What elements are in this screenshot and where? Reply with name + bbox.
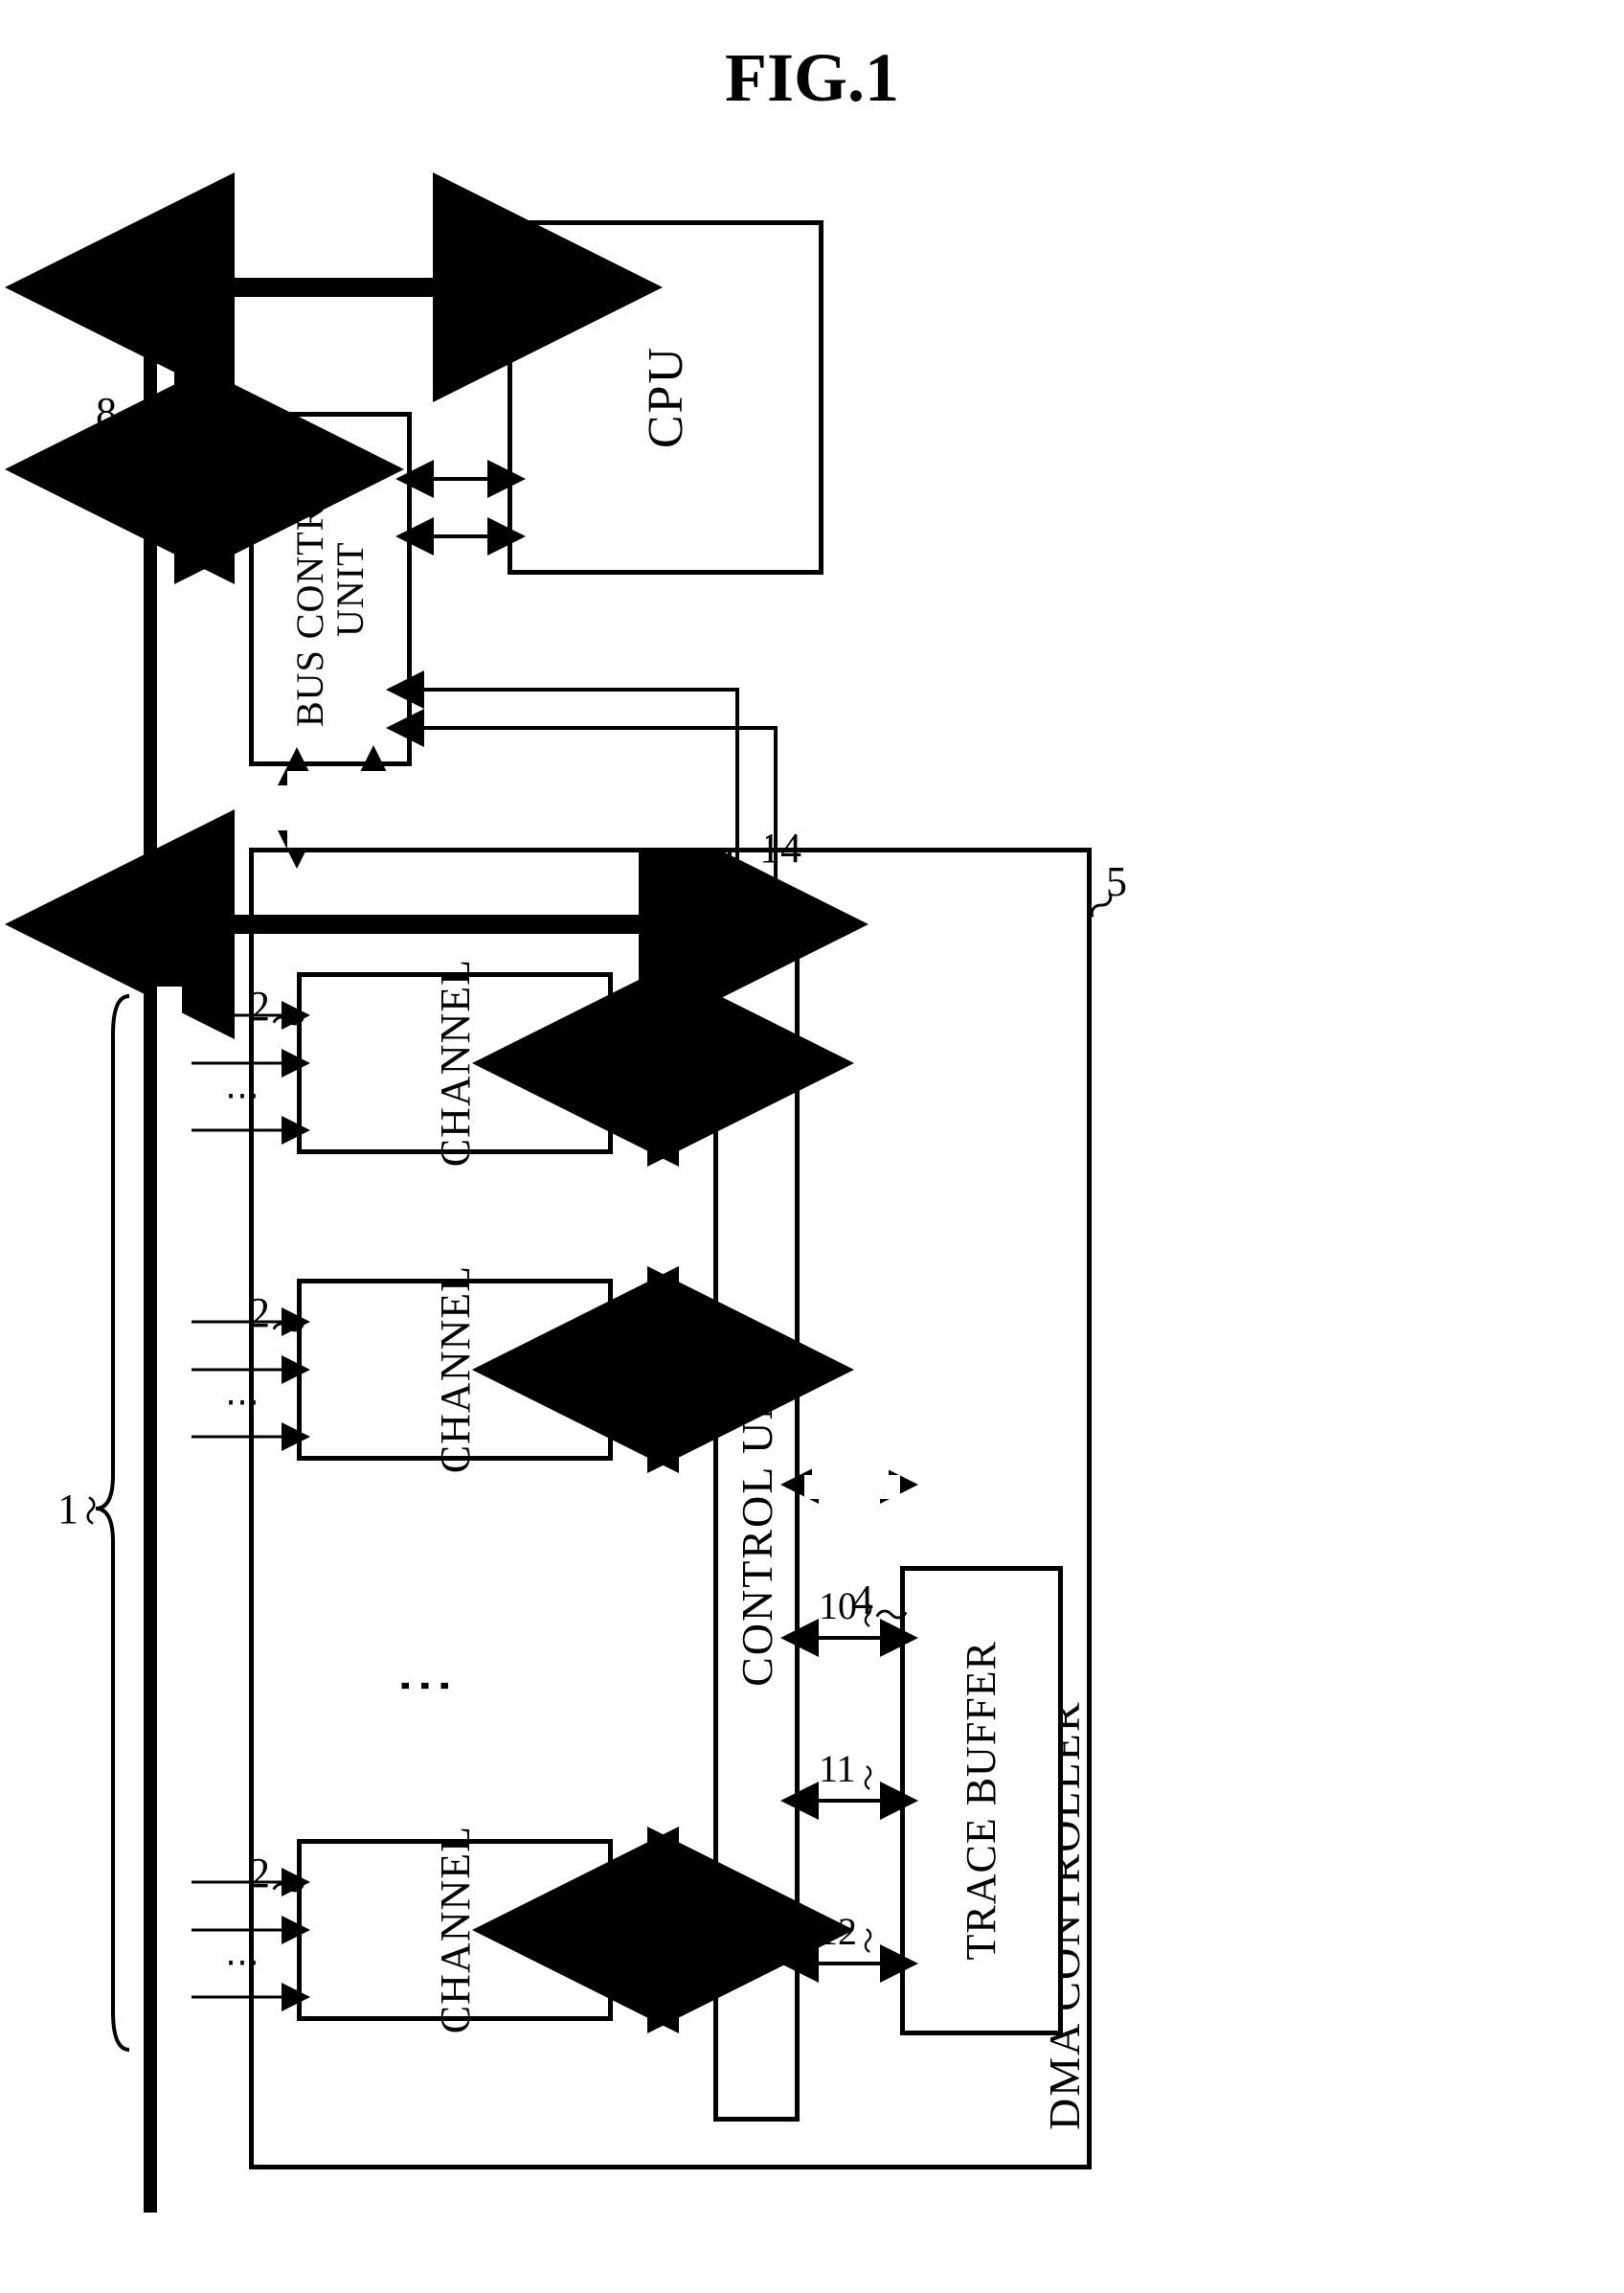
- bus-control-unit-label: BUS CONTROL UNIT: [290, 417, 371, 761]
- figure-title: FIG.1: [0, 38, 1624, 118]
- tilde-icon: 〜: [825, 1464, 875, 1498]
- channel-label: CHANNEL: [431, 1265, 480, 1473]
- ref-4: 4: [852, 1576, 873, 1624]
- tilde-icon: 〜: [634, 1899, 684, 1934]
- tilde-icon: 〜: [825, 1186, 875, 1220]
- tilde-icon: 〜: [271, 1301, 305, 1351]
- tilde-icon: 〜: [634, 1339, 684, 1374]
- channel-box: CHANNEL: [297, 1839, 613, 2021]
- ref-13: 13: [627, 1293, 669, 1342]
- ref-2: 2: [249, 1288, 270, 1337]
- tilde-icon: 〜: [688, 922, 722, 972]
- tilde-icon: 〜: [482, 242, 516, 292]
- ref-13: 13: [627, 1853, 669, 1902]
- ref-11: 11: [819, 1279, 859, 1328]
- tilde-icon: 〜: [664, 831, 698, 881]
- system-bus: [144, 220, 157, 2213]
- tilde-icon: 〜: [271, 994, 305, 1044]
- tilde-icon: 〜: [271, 1861, 305, 1911]
- ref-6: 6: [201, 420, 222, 468]
- channel-box: CHANNEL: [297, 972, 613, 1154]
- ref-9: 9: [642, 819, 663, 868]
- tilde-icon: 〜: [634, 1033, 684, 1067]
- ref-2: 2: [249, 1849, 270, 1897]
- cpu-box: CPU: [508, 220, 823, 575]
- tilde-icon: 〜: [1427, 1507, 1477, 1541]
- cpu-label: CPU: [638, 346, 694, 448]
- ref-10: 10: [819, 1418, 861, 1466]
- channel-label: CHANNEL: [431, 959, 480, 1167]
- ref-13: 13: [627, 987, 669, 1035]
- tilde-icon: 〜: [825, 1325, 875, 1359]
- control-unit-box: CONTROL UNIT: [713, 905, 800, 2122]
- ref-3: 3: [665, 910, 687, 959]
- diagram-canvas: FIG.1 DMA CONTROLLER CHANNEL CHANNEL CHA…: [0, 0, 1624, 2293]
- tilde-icon: 〜: [874, 1588, 909, 1638]
- trace-buffer-box: TRACE BUFFER: [900, 1566, 1063, 2035]
- bus-control-unit-box: BUS CONTROL UNIT: [249, 412, 412, 766]
- svg-text:〜: 〜: [73, 1495, 107, 1526]
- svg-text:1: 1: [57, 1486, 79, 1532]
- tilde-icon: 〜: [118, 400, 152, 450]
- ref-12: 12: [819, 1140, 861, 1189]
- ref-8: 8: [96, 388, 117, 437]
- trace-buffer-label: TRACE BUFFER: [959, 1641, 1004, 1961]
- ref-14: 14: [759, 824, 801, 873]
- control-unit-label: CONTROL UNIT: [732, 1341, 782, 1687]
- ref-7: 7: [460, 230, 481, 279]
- tilde-icon: 〜: [737, 870, 787, 904]
- channel-label: CHANNEL: [431, 1826, 480, 2033]
- ref-2: 2: [249, 982, 270, 1031]
- tilde-icon: 〜: [223, 432, 258, 482]
- channel-box: CHANNEL: [297, 1279, 613, 1461]
